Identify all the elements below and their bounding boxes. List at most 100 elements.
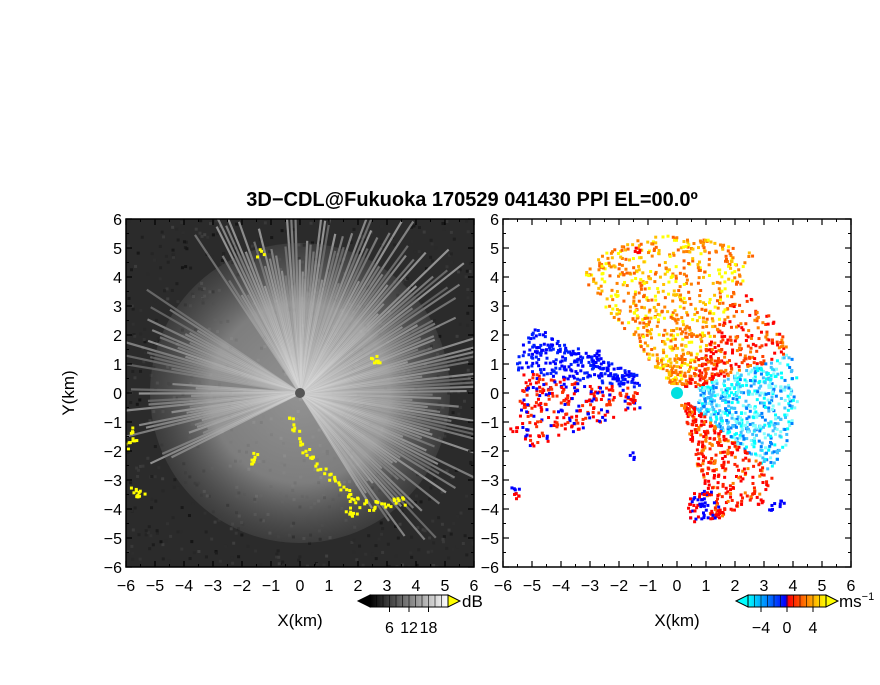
right-receding-return bbox=[692, 367, 695, 370]
right-approaching-return bbox=[740, 431, 743, 434]
right-receding-return bbox=[753, 486, 756, 489]
right-receding-return bbox=[665, 355, 668, 358]
right-approaching-return bbox=[772, 404, 775, 407]
left-flagged-pixel bbox=[347, 495, 350, 498]
right-approaching-return bbox=[554, 362, 557, 365]
right-receding-return bbox=[670, 334, 673, 337]
left-noise-speckle bbox=[409, 551, 412, 554]
right-receding-return bbox=[699, 338, 702, 341]
right-isolated-return bbox=[757, 503, 760, 506]
right-receding-return bbox=[686, 279, 689, 282]
left-flagged-pixel bbox=[393, 499, 396, 502]
right-receding-return bbox=[690, 341, 693, 344]
right-receding-return bbox=[679, 374, 682, 377]
right-receding-return bbox=[662, 290, 665, 293]
left-noise-speckle bbox=[148, 525, 151, 528]
right-receding-return bbox=[723, 375, 726, 378]
right-isolated-return bbox=[633, 456, 636, 459]
right-receding-return bbox=[723, 476, 726, 479]
right-approaching-return bbox=[699, 389, 702, 392]
right-mixed-return bbox=[708, 493, 711, 496]
right-approaching-return bbox=[787, 384, 790, 387]
right-approaching-return bbox=[721, 419, 724, 422]
right-approaching-return bbox=[577, 347, 580, 350]
left-noise-speckle bbox=[428, 536, 431, 539]
right-approaching-return bbox=[579, 379, 582, 382]
right-receding-return bbox=[656, 325, 659, 328]
right-mixed-return bbox=[551, 392, 554, 395]
right-receding-return bbox=[674, 344, 677, 347]
right-receding-return bbox=[738, 273, 741, 276]
right-receding-return bbox=[732, 486, 735, 489]
right-receding-return bbox=[682, 353, 685, 356]
right-receding-return bbox=[679, 327, 682, 330]
right-receding-return bbox=[707, 467, 710, 470]
right-mixed-return bbox=[563, 383, 566, 386]
left-noise-speckle bbox=[169, 535, 172, 538]
right-receding-return bbox=[717, 444, 720, 447]
right-receding-return bbox=[723, 356, 726, 359]
left-flagged-pixel bbox=[402, 498, 405, 501]
right-receding-return bbox=[719, 298, 722, 301]
right-receding-return bbox=[666, 338, 669, 341]
right-approaching-return bbox=[763, 432, 766, 435]
right-approaching-return bbox=[709, 386, 712, 389]
left-flagged-pixel bbox=[348, 513, 351, 516]
right-receding-return bbox=[718, 432, 721, 435]
right-receding-return bbox=[651, 255, 654, 258]
right-approaching-return bbox=[788, 366, 791, 369]
right-receding-return bbox=[742, 328, 745, 331]
right-approaching-return bbox=[759, 449, 762, 452]
left-noise-speckle bbox=[260, 563, 263, 566]
left-flagged-pixel bbox=[354, 501, 357, 504]
right-receding-return bbox=[776, 333, 779, 336]
left-noise-speckle bbox=[137, 533, 140, 536]
left-noise-speckle bbox=[161, 489, 164, 492]
left-noise-speckle bbox=[132, 528, 135, 531]
right-mixed-return bbox=[622, 389, 625, 392]
right-receding-return bbox=[671, 300, 674, 303]
right-receding-return bbox=[616, 290, 619, 293]
left-noise-speckle bbox=[387, 543, 390, 546]
right-receding-return bbox=[585, 271, 588, 274]
right-receding-return bbox=[671, 367, 674, 370]
right-receding-return bbox=[708, 274, 711, 277]
right-receding-return bbox=[702, 435, 705, 438]
right-mixed-return bbox=[624, 400, 627, 403]
right-approaching-return bbox=[735, 432, 738, 435]
right-receding-return bbox=[603, 280, 606, 283]
right-receding-return bbox=[700, 420, 703, 423]
left-noise-speckle bbox=[146, 273, 149, 276]
right-mixed-return bbox=[530, 407, 533, 410]
right-isolated-return bbox=[513, 493, 516, 496]
right-isolated-return bbox=[761, 501, 764, 504]
right-receding-return bbox=[718, 349, 721, 352]
right-receding-return bbox=[699, 269, 702, 272]
right-mixed-return bbox=[581, 404, 584, 407]
left-noise-speckle bbox=[184, 265, 187, 268]
right-mixed-return bbox=[556, 395, 559, 398]
right-receding-return bbox=[709, 447, 712, 450]
right-mixed-return bbox=[536, 373, 539, 376]
right-receding-return bbox=[601, 265, 604, 268]
right-mixed-return bbox=[566, 396, 569, 399]
right-mixed-return bbox=[627, 396, 630, 399]
right-approaching-return bbox=[753, 437, 756, 440]
right-receding-return bbox=[679, 294, 682, 297]
right-receding-return bbox=[721, 338, 724, 341]
left-noise-speckle bbox=[181, 266, 184, 269]
right-receding-return bbox=[687, 262, 690, 265]
right-receding-return bbox=[738, 365, 741, 368]
left-noise-speckle bbox=[176, 300, 179, 303]
right-mixed-return bbox=[556, 416, 559, 419]
right-approaching-return bbox=[767, 399, 770, 402]
left-noise-speckle bbox=[163, 289, 166, 292]
left-noise-speckle bbox=[447, 557, 450, 560]
right-receding-return bbox=[717, 474, 720, 477]
right-receding-return bbox=[740, 500, 743, 503]
right-receding-return bbox=[711, 348, 714, 351]
right-receding-return bbox=[730, 260, 733, 263]
left-noise-speckle bbox=[180, 548, 183, 551]
left-noise-speckle bbox=[424, 529, 427, 532]
right-receding-return bbox=[697, 457, 700, 460]
